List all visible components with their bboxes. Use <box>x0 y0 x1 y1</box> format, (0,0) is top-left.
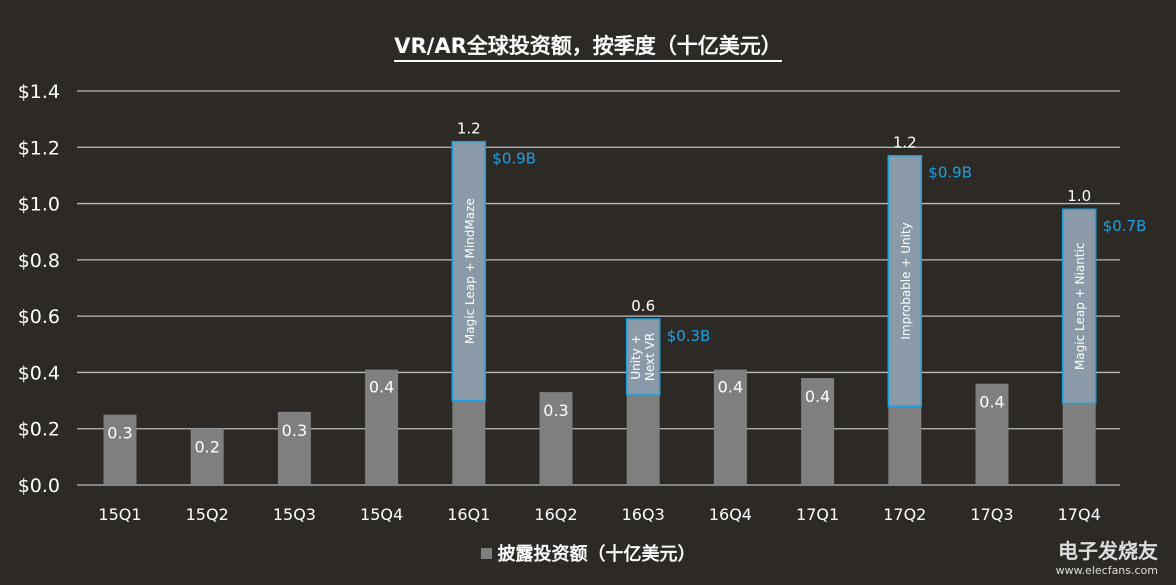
bar-value-label: 0.4 <box>805 387 830 406</box>
y-tick-label: $1.2 <box>18 137 60 159</box>
x-tick-label: 16Q1 <box>447 505 490 524</box>
x-tick-label: 15Q2 <box>186 505 229 524</box>
total-label: 1.2 <box>457 120 481 138</box>
y-tick-label: $0.8 <box>18 250 60 272</box>
x-tick-label: 16Q2 <box>534 505 577 524</box>
x-tick-label: 17Q1 <box>796 505 839 524</box>
legend-swatch <box>480 548 492 559</box>
x-tick-label: 17Q2 <box>883 505 926 524</box>
deal-label: Magic Leap + MindMaze <box>463 198 477 344</box>
bar-value-label: 0.4 <box>369 378 394 397</box>
legend: 披露投资额（十亿美元） <box>0 540 1176 566</box>
bar-value-label: 0.2 <box>194 438 219 457</box>
bar-value-label: 0.3 <box>107 424 132 443</box>
bar-16Q3 <box>626 394 660 485</box>
bar-17Q2 <box>888 406 922 485</box>
y-tick-label: $0.2 <box>18 419 60 441</box>
y-tick-label: $0.6 <box>18 306 60 328</box>
x-tick-label: 16Q4 <box>709 505 752 524</box>
x-tick-label: 15Q1 <box>98 505 141 524</box>
bar-15Q4 <box>365 369 399 485</box>
bar-15Q1 <box>103 414 137 485</box>
bar-15Q2 <box>190 428 224 485</box>
bar-15Q3 <box>277 411 311 485</box>
deal-label: Unity + <box>629 334 643 379</box>
legend-label: 披露投资额（十亿美元） <box>497 544 696 565</box>
deal-bar-16Q1 <box>451 140 487 402</box>
deal-amount-label: $0.9B <box>492 150 536 168</box>
watermark-logo: 电子发烧友 www.elecfans.com <box>1055 539 1158 577</box>
x-tick-label: 17Q3 <box>970 505 1013 524</box>
deal-amount-label: $0.9B <box>928 164 972 182</box>
bar-value-label: 0.3 <box>282 421 307 440</box>
deal-amount-label: $0.7B <box>1103 217 1147 235</box>
total-label: 0.6 <box>631 297 655 315</box>
deal-label: Next VR <box>643 333 657 381</box>
total-label: 1.0 <box>1067 187 1091 205</box>
bar-17Q4 <box>1062 403 1096 485</box>
y-tick-label: $1.4 <box>18 81 60 103</box>
y-tick-label: $0.4 <box>18 362 60 384</box>
chart-title: VR/AR全球投资额，按季度（十亿美元） <box>0 30 1176 62</box>
x-tick-label: 15Q3 <box>273 505 316 524</box>
x-tick-label: 16Q3 <box>622 505 665 524</box>
deal-amount-label: $0.3B <box>667 327 711 345</box>
bar-value-label: 0.3 <box>543 401 568 420</box>
bar-16Q1 <box>452 400 486 485</box>
bar-value-label: 0.4 <box>979 393 1004 412</box>
y-tick-label: $1.0 <box>18 194 60 216</box>
deal-label: Magic Leap + Niantic <box>1073 243 1087 371</box>
total-label: 1.2 <box>893 134 917 152</box>
bar-17Q3 <box>975 383 1009 485</box>
bar-16Q4 <box>713 369 747 485</box>
deal-label: Improbable + Unity <box>899 222 913 339</box>
deal-bar-16Q3 <box>625 318 661 396</box>
x-tick-label: 17Q4 <box>1058 505 1101 524</box>
bar-16Q2 <box>539 392 573 485</box>
bar-17Q1 <box>801 378 835 485</box>
y-tick-label: $0.0 <box>18 475 60 497</box>
bar-value-label: 0.4 <box>718 378 743 397</box>
deal-bar-17Q4 <box>1061 208 1097 405</box>
deal-bar-17Q2 <box>887 154 923 407</box>
x-tick-label: 15Q4 <box>360 505 403 524</box>
